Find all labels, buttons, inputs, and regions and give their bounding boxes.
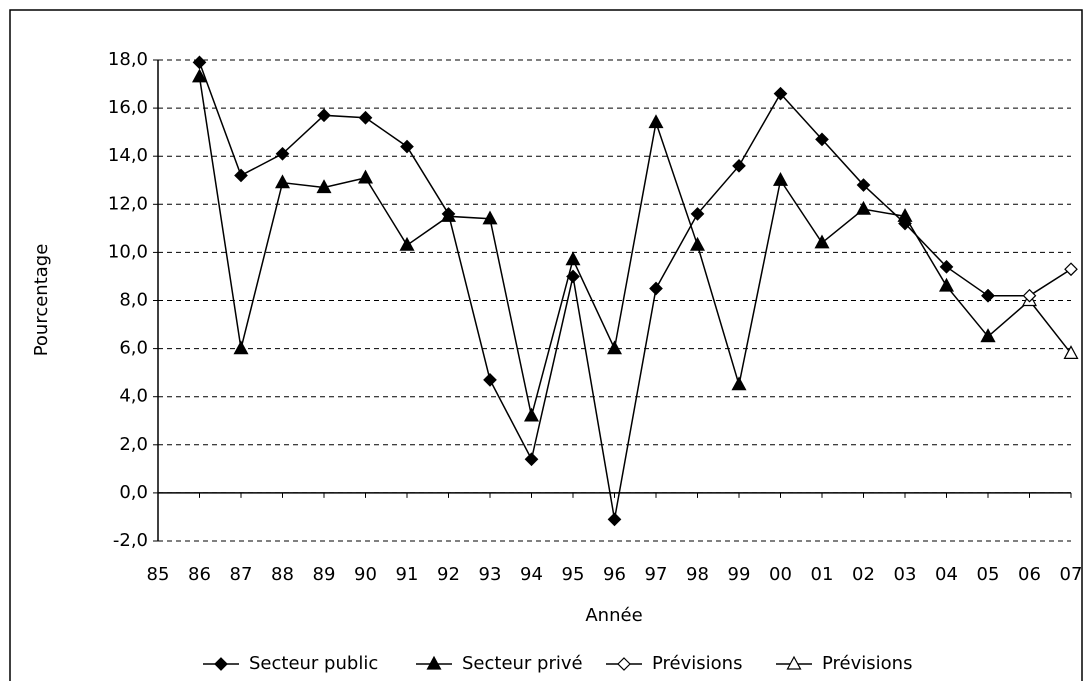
y-tick-label: 16,0 xyxy=(108,97,148,118)
data-point xyxy=(855,200,872,215)
data-point xyxy=(649,281,663,296)
x-tick-label: 92 xyxy=(437,564,460,585)
x-tick-label: 96 xyxy=(603,564,626,585)
legend-marker xyxy=(214,657,228,671)
y-tick-label: 4,0 xyxy=(119,386,148,407)
data-point xyxy=(773,86,788,101)
data-point xyxy=(732,158,746,173)
legend-label: Prévisions xyxy=(822,653,912,674)
data-point xyxy=(524,452,539,467)
x-tick-label: 06 xyxy=(1018,564,1041,585)
y-tick-label: 14,0 xyxy=(108,145,148,166)
data-point xyxy=(274,174,291,189)
x-tick-label: 05 xyxy=(977,564,1000,585)
x-tick-label: 04 xyxy=(935,564,958,585)
x-tick-label: 07 xyxy=(1060,564,1083,585)
data-point xyxy=(980,328,996,343)
series-line xyxy=(198,62,989,520)
data-point xyxy=(192,55,207,70)
y-tick-label: 8,0 xyxy=(119,290,148,311)
data-point xyxy=(856,178,871,192)
x-tick-label: 94 xyxy=(520,564,543,585)
data-point xyxy=(399,236,415,251)
y-tick-label: 10,0 xyxy=(108,241,148,262)
data-point xyxy=(358,110,373,125)
data-point xyxy=(482,210,498,225)
legend-label: Secteur privé xyxy=(462,653,583,674)
data-point xyxy=(233,340,249,355)
data-point xyxy=(400,139,414,154)
data-point xyxy=(939,259,954,274)
data-point xyxy=(772,171,789,186)
data-point xyxy=(814,234,830,249)
data-point xyxy=(234,168,248,183)
legend-label: Prévisions xyxy=(652,653,742,674)
x-tick-label: 02 xyxy=(852,564,875,585)
data-point xyxy=(523,407,540,422)
data-point xyxy=(938,277,955,292)
legend-marker xyxy=(617,657,631,671)
x-tick-label: 88 xyxy=(271,564,294,585)
series-line xyxy=(198,76,989,417)
data-point xyxy=(607,512,622,527)
data-point xyxy=(357,169,374,184)
data-point xyxy=(1022,288,1037,303)
y-tick-label: 6,0 xyxy=(119,338,148,359)
data-point xyxy=(275,146,290,161)
data-point xyxy=(731,376,747,391)
data-point xyxy=(317,108,331,123)
data-point xyxy=(483,373,497,387)
chart-frame xyxy=(9,9,1083,681)
y-tick-label: -2,0 xyxy=(113,530,148,551)
data-point xyxy=(981,288,995,303)
x-tick-label: 01 xyxy=(811,564,834,585)
legend-label: Secteur public xyxy=(249,653,378,674)
x-tick-label: 98 xyxy=(686,564,709,585)
x-tick-label: 97 xyxy=(645,564,668,585)
data-point xyxy=(690,207,705,221)
y-axis-label: Pourcentage xyxy=(31,244,52,357)
data-point xyxy=(648,114,664,129)
y-tick-label: 0,0 xyxy=(119,482,148,503)
data-point xyxy=(191,68,208,83)
x-tick-label: 90 xyxy=(354,564,377,585)
x-tick-label: 89 xyxy=(313,564,336,585)
data-point xyxy=(441,207,456,221)
data-point xyxy=(1063,345,1079,360)
x-tick-label: 99 xyxy=(728,564,751,585)
data-point xyxy=(898,216,912,231)
x-tick-label: 86 xyxy=(188,564,211,585)
legend-marker xyxy=(786,655,802,670)
data-point xyxy=(689,236,706,251)
data-point xyxy=(815,132,829,147)
x-tick-label: 93 xyxy=(479,564,502,585)
data-point xyxy=(565,251,581,266)
y-tick-label: 2,0 xyxy=(119,434,148,455)
y-tick-label: 18,0 xyxy=(108,49,148,70)
x-tick-label: 91 xyxy=(396,564,419,585)
x-tick-label: 85 xyxy=(147,564,170,585)
x-tick-label: 03 xyxy=(894,564,917,585)
legend-marker xyxy=(426,655,442,670)
data-point xyxy=(566,269,580,284)
x-axis-label: Année xyxy=(585,605,642,626)
y-tick-label: 12,0 xyxy=(108,193,148,214)
x-tick-label: 00 xyxy=(769,564,792,585)
data-point xyxy=(1064,262,1078,277)
x-tick-label: 87 xyxy=(230,564,253,585)
x-tick-label: 95 xyxy=(562,564,585,585)
data-point xyxy=(316,179,332,194)
data-point xyxy=(606,340,623,355)
